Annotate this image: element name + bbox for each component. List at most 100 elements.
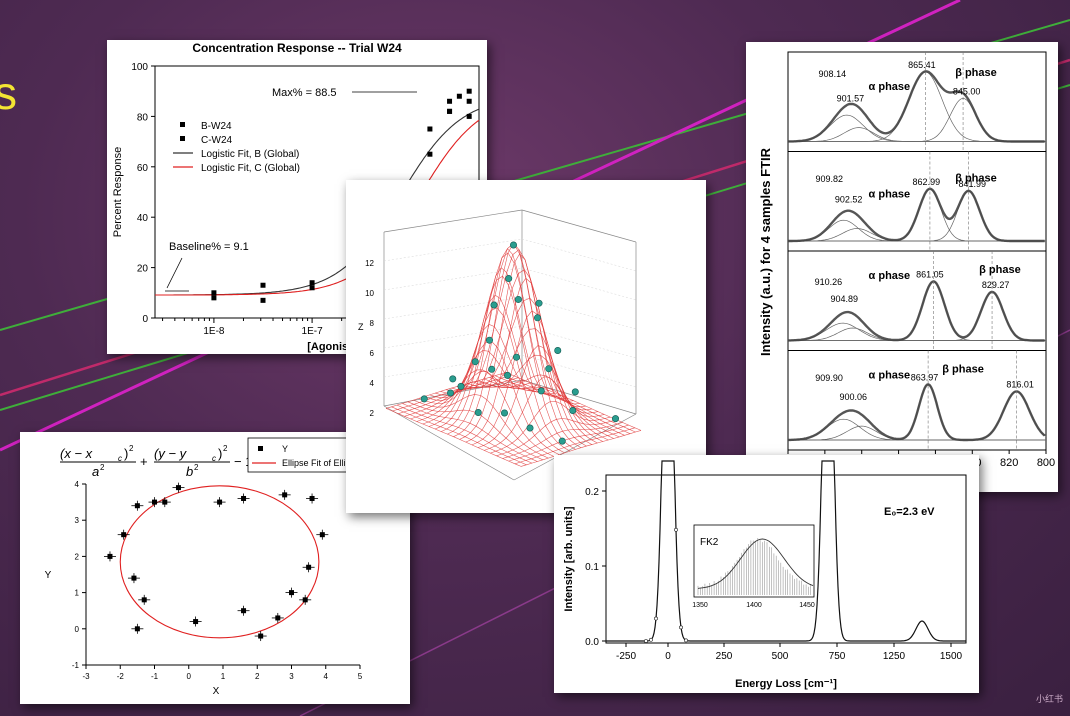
y-axis-label: Y bbox=[45, 570, 52, 581]
data-point-b bbox=[467, 114, 472, 119]
y-axis-label: Intensity [arb. units] bbox=[563, 506, 575, 611]
peak-label: 845.00 bbox=[953, 86, 981, 96]
z-tick-label: 4 bbox=[370, 379, 375, 388]
ftir-component-curve bbox=[788, 419, 1046, 440]
y-tick-label: 0 bbox=[75, 625, 80, 634]
z-tick-label: 10 bbox=[365, 289, 374, 298]
axis-box-edge bbox=[384, 406, 514, 480]
peak-label: 816.01 bbox=[1006, 379, 1034, 389]
data-point-c bbox=[457, 94, 462, 99]
equation-sup: 2 bbox=[100, 463, 105, 472]
legend-label: Ellipse Fit of Ellip bbox=[282, 458, 351, 468]
data-point bbox=[306, 565, 311, 570]
y-tick-label: 100 bbox=[131, 62, 148, 73]
y-axis-label: Intensity (a.u.) for 4 samples FTIR bbox=[758, 147, 773, 356]
surface-mesh-line bbox=[454, 243, 574, 436]
slide-title-fragment: s bbox=[0, 66, 17, 120]
data-sphere bbox=[572, 389, 578, 395]
beta-phase-label: β phase bbox=[955, 173, 997, 185]
data-point-b bbox=[261, 283, 266, 288]
data-point bbox=[162, 500, 167, 505]
y-tick-label: 80 bbox=[137, 112, 149, 123]
peak-label: 900.06 bbox=[839, 392, 867, 402]
y-tick-label: 1 bbox=[75, 589, 80, 598]
x-tick-label: 4 bbox=[324, 672, 329, 681]
x-tick-label: 2 bbox=[255, 672, 260, 681]
x-tick-label: 1 bbox=[221, 672, 226, 681]
y-axis-label: Percent Response bbox=[112, 147, 124, 238]
y-tick-label: 2 bbox=[75, 552, 80, 561]
data-sphere bbox=[559, 438, 565, 444]
equation-paren: ) bbox=[218, 446, 222, 461]
beta-phase-label: β phase bbox=[955, 67, 997, 79]
y-tick-label: 4 bbox=[75, 480, 80, 489]
surface-mesh-line bbox=[441, 268, 561, 432]
alpha-phase-label: α phase bbox=[869, 370, 911, 382]
surface-mesh-line bbox=[397, 405, 532, 463]
data-sphere bbox=[486, 337, 492, 343]
grid-line bbox=[522, 268, 636, 300]
ftir-spectrum bbox=[788, 385, 1045, 441]
data-circle bbox=[684, 639, 687, 642]
peak-label: 904.89 bbox=[831, 294, 859, 304]
ftir-spectra-chart: 908.14 901.57 865.41 845.00 α phase β phase 90… bbox=[746, 42, 1058, 492]
y-tick-label: 60 bbox=[137, 163, 149, 174]
data-sphere bbox=[506, 275, 512, 281]
grid-line bbox=[384, 268, 522, 290]
x-tick-label: 5 bbox=[358, 672, 363, 681]
data-sphere bbox=[534, 315, 540, 321]
data-point bbox=[303, 597, 308, 602]
data-sphere bbox=[612, 415, 618, 421]
ftir-panel-frame bbox=[788, 152, 1046, 252]
equation-sup: 2 bbox=[129, 444, 134, 453]
data-point bbox=[135, 626, 140, 631]
baseline-annotation-arrow bbox=[167, 258, 182, 288]
surface-mesh-line bbox=[386, 372, 506, 408]
data-circle bbox=[654, 617, 657, 620]
y-tick-label: 3 bbox=[75, 516, 80, 525]
x-tick-label: 500 bbox=[772, 651, 789, 662]
data-point bbox=[135, 503, 140, 508]
data-point-b bbox=[310, 280, 315, 285]
grid-line bbox=[384, 239, 522, 261]
data-sphere bbox=[513, 354, 519, 360]
y-tick-label: 40 bbox=[137, 213, 149, 224]
data-sphere bbox=[421, 396, 427, 402]
data-sphere bbox=[538, 388, 544, 394]
data-sphere bbox=[546, 366, 552, 372]
data-point-c bbox=[261, 298, 266, 303]
data-sphere bbox=[475, 409, 481, 415]
max-annotation: Max% = 88.5 bbox=[272, 87, 337, 99]
beta-phase-label: β phase bbox=[979, 264, 1021, 276]
data-point-c bbox=[211, 295, 216, 300]
peak-label: 909.90 bbox=[815, 373, 843, 383]
data-point bbox=[131, 576, 136, 581]
grid-line bbox=[522, 239, 636, 271]
energy-loss-chart: -250 0 250 500 750 1250 1500 0.0 0.1 0.2 Energy Lo… bbox=[554, 455, 979, 693]
data-circle bbox=[649, 638, 652, 641]
equation-denominator: b bbox=[186, 464, 193, 479]
inset-tick-label: 1350 bbox=[692, 602, 708, 609]
legend-marker bbox=[180, 122, 185, 127]
equation-paren: ) bbox=[124, 446, 128, 461]
data-sphere bbox=[472, 359, 478, 365]
data-sphere bbox=[510, 242, 516, 248]
data-circle bbox=[644, 639, 647, 642]
axis-box-edge bbox=[522, 210, 636, 242]
equation-numerator-y: (y − y bbox=[154, 446, 188, 461]
equation-plus: + bbox=[140, 454, 148, 469]
data-point bbox=[107, 554, 112, 559]
x-tick-label: 820 bbox=[1000, 457, 1018, 469]
x-tick-label: -250 bbox=[616, 651, 636, 662]
y-tick-label: 0.2 bbox=[585, 487, 599, 498]
data-point-b bbox=[467, 89, 472, 94]
data-point bbox=[142, 597, 147, 602]
data-sphere bbox=[527, 425, 533, 431]
surface-mesh-line bbox=[435, 276, 570, 451]
data-point-c bbox=[427, 152, 432, 157]
z-tick-label: 8 bbox=[370, 319, 375, 328]
data-point bbox=[310, 496, 315, 501]
x-tick-label: 0 bbox=[187, 672, 192, 681]
z-tick-label: 6 bbox=[370, 349, 375, 358]
legend-label: Logistic Fit, B (Global) bbox=[201, 149, 299, 160]
